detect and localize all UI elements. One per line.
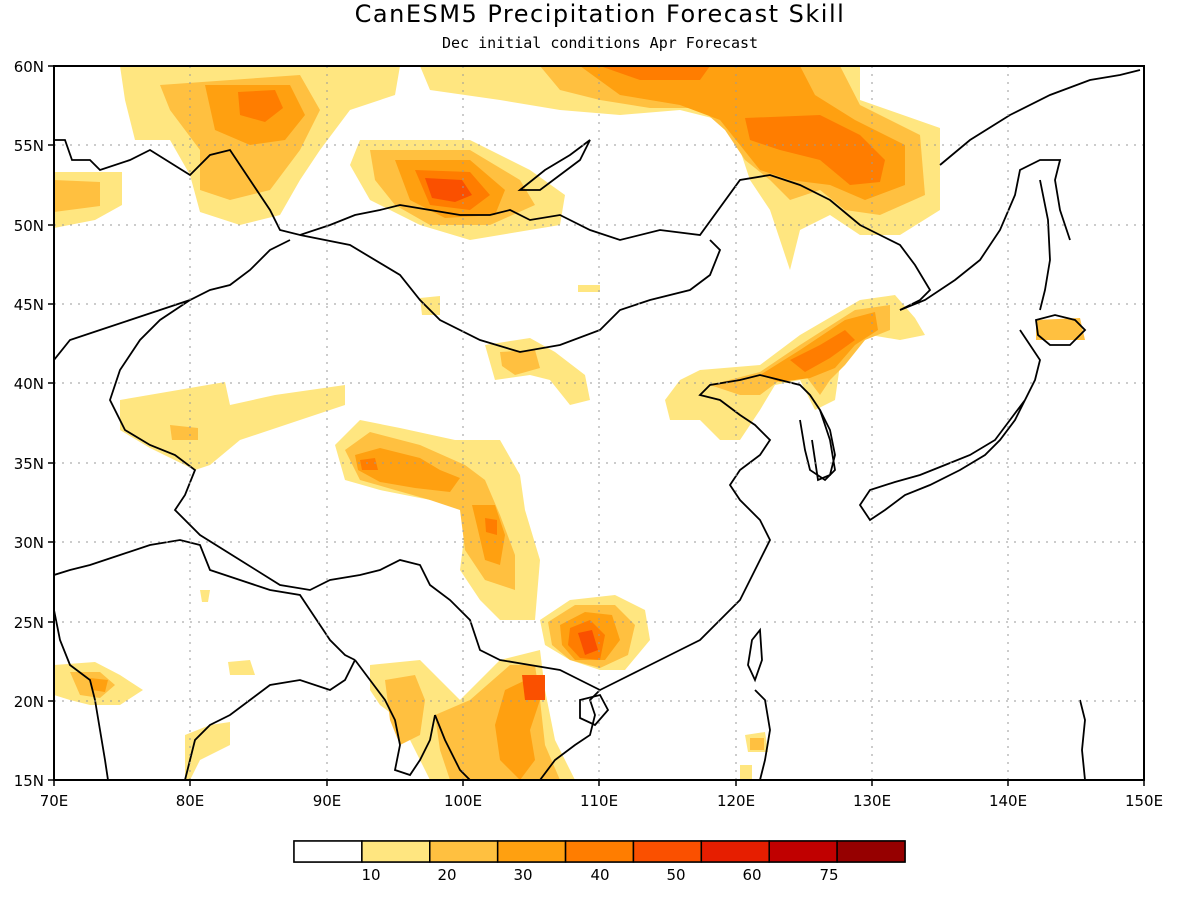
colorbar-label: 10 — [361, 866, 380, 884]
lon-tick-label: 110E — [580, 792, 618, 810]
colorbar: 10 20 30 40 50 60 75 — [293, 840, 906, 884]
skill-region-north-central — [425, 178, 472, 202]
colorbar-swatch — [564, 840, 635, 863]
colorbar-swatch — [700, 840, 770, 863]
lon-labels: 70E 80E 90E 100E 110E 120E 130E 140E 150… — [40, 792, 1163, 810]
skill-region-small — [578, 285, 600, 292]
coastline-okhotsk — [899, 159, 1071, 311]
coastline-hokkaido — [1035, 314, 1087, 346]
colorbar-swatch — [293, 840, 363, 863]
skill-region-north-west — [238, 90, 283, 122]
lat-tick-label: 35N — [14, 455, 44, 473]
colorbar-label: 50 — [666, 866, 685, 884]
coastline-japan — [858, 329, 1041, 522]
skill-region-indochina — [385, 675, 425, 745]
border-mongolia — [299, 234, 722, 353]
colorbar-label: 20 — [437, 866, 456, 884]
lon-tick-label: 80E — [176, 792, 205, 810]
skill-region-philippines — [740, 765, 752, 780]
border-india — [54, 539, 356, 661]
colorbar-swatches — [293, 840, 906, 863]
coastline-taiwan — [747, 627, 763, 683]
skill-region-south-china — [578, 630, 598, 655]
lat-tick-label: 60N — [14, 58, 44, 76]
lat-tick-label: 50N — [14, 217, 44, 235]
coastline-hainan — [579, 693, 610, 727]
skill-region-philippines — [750, 738, 764, 750]
coastline-kamchatka — [939, 69, 1141, 166]
skill-region-tibet-west — [120, 382, 345, 470]
skill-region-indochina — [522, 675, 545, 700]
lat-tick-label: 55N — [14, 137, 44, 155]
coastline-philippines — [754, 689, 771, 780]
coastline-myanmar — [354, 659, 436, 777]
skill-region-tibet — [360, 458, 378, 470]
skill-region-tibet — [485, 518, 497, 535]
skill-region-indochina — [495, 678, 540, 780]
lon-tick-label: 140E — [989, 792, 1027, 810]
colorbar-label: 30 — [513, 866, 532, 884]
map-subtitle: Dec initial conditions Apr Forecast — [441, 34, 759, 52]
coastline-sakhalin — [1039, 179, 1051, 311]
axis-ticks — [48, 65, 1145, 786]
skill-region-tibet — [355, 448, 460, 492]
coastline-korea — [811, 409, 836, 482]
skill-region-north-east — [580, 66, 905, 200]
colorbar-label: 75 — [819, 866, 838, 884]
colorbar-swatch — [429, 840, 499, 863]
lat-tick-label: 45N — [14, 296, 44, 314]
skill-region-north-east — [745, 115, 885, 185]
skill-region-hokkaido — [1036, 318, 1085, 340]
lat-tick-label: 40N — [14, 375, 44, 393]
lat-tick-label: 30N — [14, 534, 44, 552]
colorbar-swatch — [496, 840, 567, 863]
skill-region-korea — [790, 330, 855, 372]
skill-region-west-coast — [54, 180, 100, 212]
colorbar-label: 40 — [590, 866, 609, 884]
skill-region-india — [185, 722, 230, 780]
lake-baikal — [517, 139, 591, 191]
border-china-west — [109, 299, 601, 691]
skill-region-small — [228, 660, 255, 675]
lon-tick-label: 150E — [1125, 792, 1163, 810]
skill-region-tibet-west — [170, 425, 198, 440]
coastline-south-china — [599, 374, 836, 691]
border-kazakhstan — [54, 239, 291, 361]
coastlines — [54, 69, 1141, 780]
lon-tick-label: 90E — [313, 792, 342, 810]
lon-tick-label: 120E — [717, 792, 755, 810]
lat-tick-label: 20N — [14, 693, 44, 711]
map-title: CanESM5 Precipitation Forecast Skill — [354, 0, 846, 28]
lon-tick-label: 70E — [40, 792, 69, 810]
colorbar-swatch — [632, 840, 703, 863]
coastline-russia-north — [54, 139, 932, 311]
skill-region-small — [420, 296, 440, 315]
lat-tick-label: 25N — [14, 614, 44, 632]
lon-tick-label: 130E — [853, 792, 891, 810]
skill-region-mongolia — [500, 350, 540, 375]
lon-tick-label: 100E — [444, 792, 482, 810]
coastline-bay-of-bengal — [184, 659, 356, 780]
lat-labels: 15N 20N 25N 30N 35N 40N 45N 50N 55N 60N — [14, 58, 44, 790]
skill-region-india — [90, 678, 108, 692]
skill-region-north-east — [600, 66, 710, 80]
lat-tick-label: 15N — [14, 772, 44, 790]
colorbar-swatch — [361, 840, 431, 863]
coastline-indochina — [434, 689, 601, 780]
coastline-india-west — [54, 609, 109, 780]
coastline-sri-lanka-area — [1079, 699, 1086, 780]
skill-region-small — [200, 590, 210, 602]
skill-shading — [54, 66, 1085, 780]
colorbar-label: 60 — [742, 866, 761, 884]
colorbar-swatch — [768, 840, 838, 863]
gridlines — [54, 66, 1144, 780]
colorbar-swatch — [836, 840, 906, 863]
